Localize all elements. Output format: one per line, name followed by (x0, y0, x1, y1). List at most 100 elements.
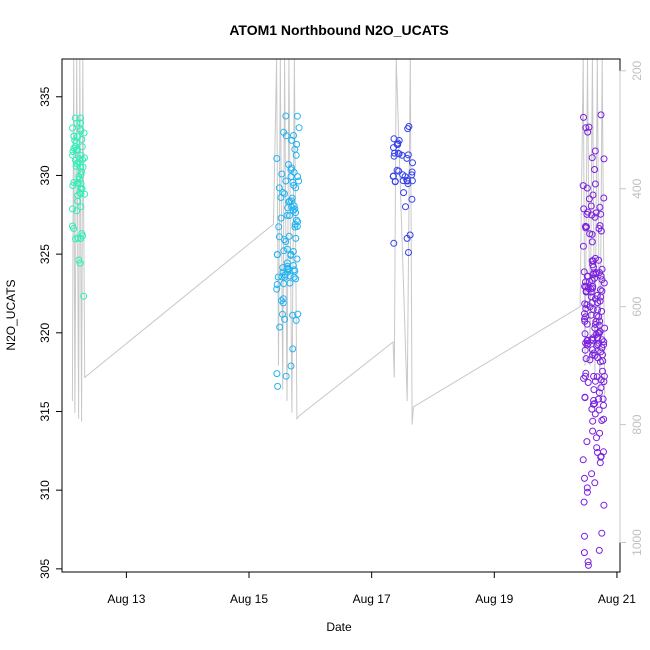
data-point-flight-4 (589, 191, 597, 199)
data-point-flight-1 (70, 132, 78, 140)
data-points-layer (69, 111, 609, 569)
data-point-flight-4 (584, 558, 592, 566)
x-tick-label: Aug 13 (107, 592, 145, 606)
data-point-flight-2 (294, 310, 302, 318)
data-point-flight-4 (581, 346, 589, 354)
data-point-flight-1 (78, 185, 86, 193)
data-point-flight-2 (282, 132, 290, 140)
y-tick-label: 335 (38, 86, 52, 106)
data-point-flight-3 (399, 171, 407, 179)
data-point-flight-3 (402, 203, 409, 211)
data-point-flight-4 (595, 406, 603, 414)
plot-frame (61, 58, 621, 573)
data-point-flight-2 (290, 266, 298, 274)
data-point-flight-4 (591, 377, 599, 385)
data-point-flight-4 (589, 400, 597, 408)
data-point-flight-4 (589, 261, 597, 269)
data-point-flight-4 (588, 238, 596, 246)
data-point-flight-1 (73, 146, 81, 154)
data-point-flight-3 (406, 231, 414, 239)
data-point-flight-1 (77, 235, 85, 242)
data-point-flight-4 (597, 111, 605, 119)
data-point-flight-2 (292, 316, 300, 324)
y-axis-label: N2O_UCATS (4, 279, 18, 350)
data-point-flight-1 (70, 225, 78, 232)
data-point-flight-1 (73, 207, 81, 215)
data-point-flight-2 (293, 222, 301, 230)
data-point-flight-4 (599, 395, 607, 403)
data-point-flight-4 (583, 438, 591, 446)
data-point-flight-4 (598, 344, 606, 352)
data-point-flight-1 (80, 292, 88, 300)
data-point-flight-4 (584, 379, 592, 386)
data-point-flight-4 (591, 166, 598, 173)
data-point-flight-2 (273, 155, 281, 162)
data-point-flight-2 (289, 345, 297, 353)
data-point-flight-2 (288, 197, 295, 205)
data-point-flight-4 (600, 155, 608, 163)
secondary-tick-label: 400 (630, 178, 644, 198)
data-point-flight-4 (590, 386, 598, 394)
data-point-flight-2 (293, 140, 301, 148)
data-point-flight-4 (585, 123, 593, 131)
data-point-flight-4 (584, 284, 592, 292)
data-point-flight-1 (69, 151, 77, 159)
data-point-flight-1 (70, 179, 78, 186)
data-point-flight-1 (73, 119, 81, 127)
data-point-flight-4 (598, 287, 606, 295)
data-point-flight-2 (282, 177, 290, 185)
data-point-flight-1 (78, 230, 86, 238)
data-point-flight-3 (405, 249, 412, 256)
data-point-flight-2 (292, 184, 300, 192)
data-point-flight-4 (592, 270, 600, 278)
data-point-flight-4 (595, 313, 603, 321)
data-point-flight-2 (274, 382, 282, 390)
data-point-flight-4 (588, 335, 596, 343)
data-point-flight-4 (600, 448, 607, 456)
data-point-flight-2 (282, 112, 290, 120)
data-point-flight-4 (598, 417, 606, 424)
data-point-flight-4 (589, 305, 597, 313)
data-point-flight-2 (293, 255, 301, 263)
data-point-flight-4 (588, 405, 596, 413)
data-point-flight-4 (586, 356, 594, 364)
data-point-flight-2 (280, 236, 288, 244)
data-point-flight-2 (287, 362, 295, 370)
data-point-flight-2 (294, 173, 302, 181)
data-point-flight-4 (582, 278, 589, 286)
data-point-flight-4 (581, 330, 589, 338)
data-point-flight-3 (390, 135, 398, 143)
data-point-flight-4 (595, 395, 602, 403)
data-point-flight-1 (77, 171, 85, 179)
data-point-flight-1 (69, 124, 76, 132)
data-point-flight-4 (584, 128, 592, 136)
data-point-flight-2 (273, 285, 281, 293)
data-point-flight-4 (583, 223, 590, 231)
data-point-flight-2 (295, 124, 303, 132)
data-point-flight-1 (76, 259, 84, 267)
data-point-flight-3 (389, 172, 397, 180)
data-point-flight-4 (598, 276, 606, 284)
data-point-flight-4 (579, 456, 587, 464)
x-axis-label: Date (326, 620, 352, 634)
data-point-flight-4 (583, 210, 591, 218)
data-point-flight-1 (80, 129, 88, 137)
data-point-flight-1 (73, 160, 81, 167)
data-point-flight-2 (280, 247, 288, 255)
data-point-flight-2 (276, 323, 284, 331)
data-point-flight-4 (596, 269, 603, 276)
data-point-flight-2 (292, 275, 300, 283)
secondary-y-axis: 200 400 600 800 1000 (619, 60, 644, 556)
data-point-flight-4 (587, 202, 595, 210)
data-point-flight-2 (295, 177, 303, 185)
data-point-flight-2 (292, 151, 300, 159)
data-point-flight-1 (76, 189, 84, 197)
data-point-flight-4 (600, 194, 608, 202)
data-point-flight-2 (273, 251, 281, 258)
data-point-flight-1 (74, 197, 82, 205)
data-point-flight-1 (77, 114, 84, 122)
data-point-flight-1 (75, 256, 83, 264)
data-point-flight-4 (584, 561, 592, 569)
data-point-flight-4 (581, 532, 588, 540)
data-point-flight-4 (588, 346, 596, 354)
